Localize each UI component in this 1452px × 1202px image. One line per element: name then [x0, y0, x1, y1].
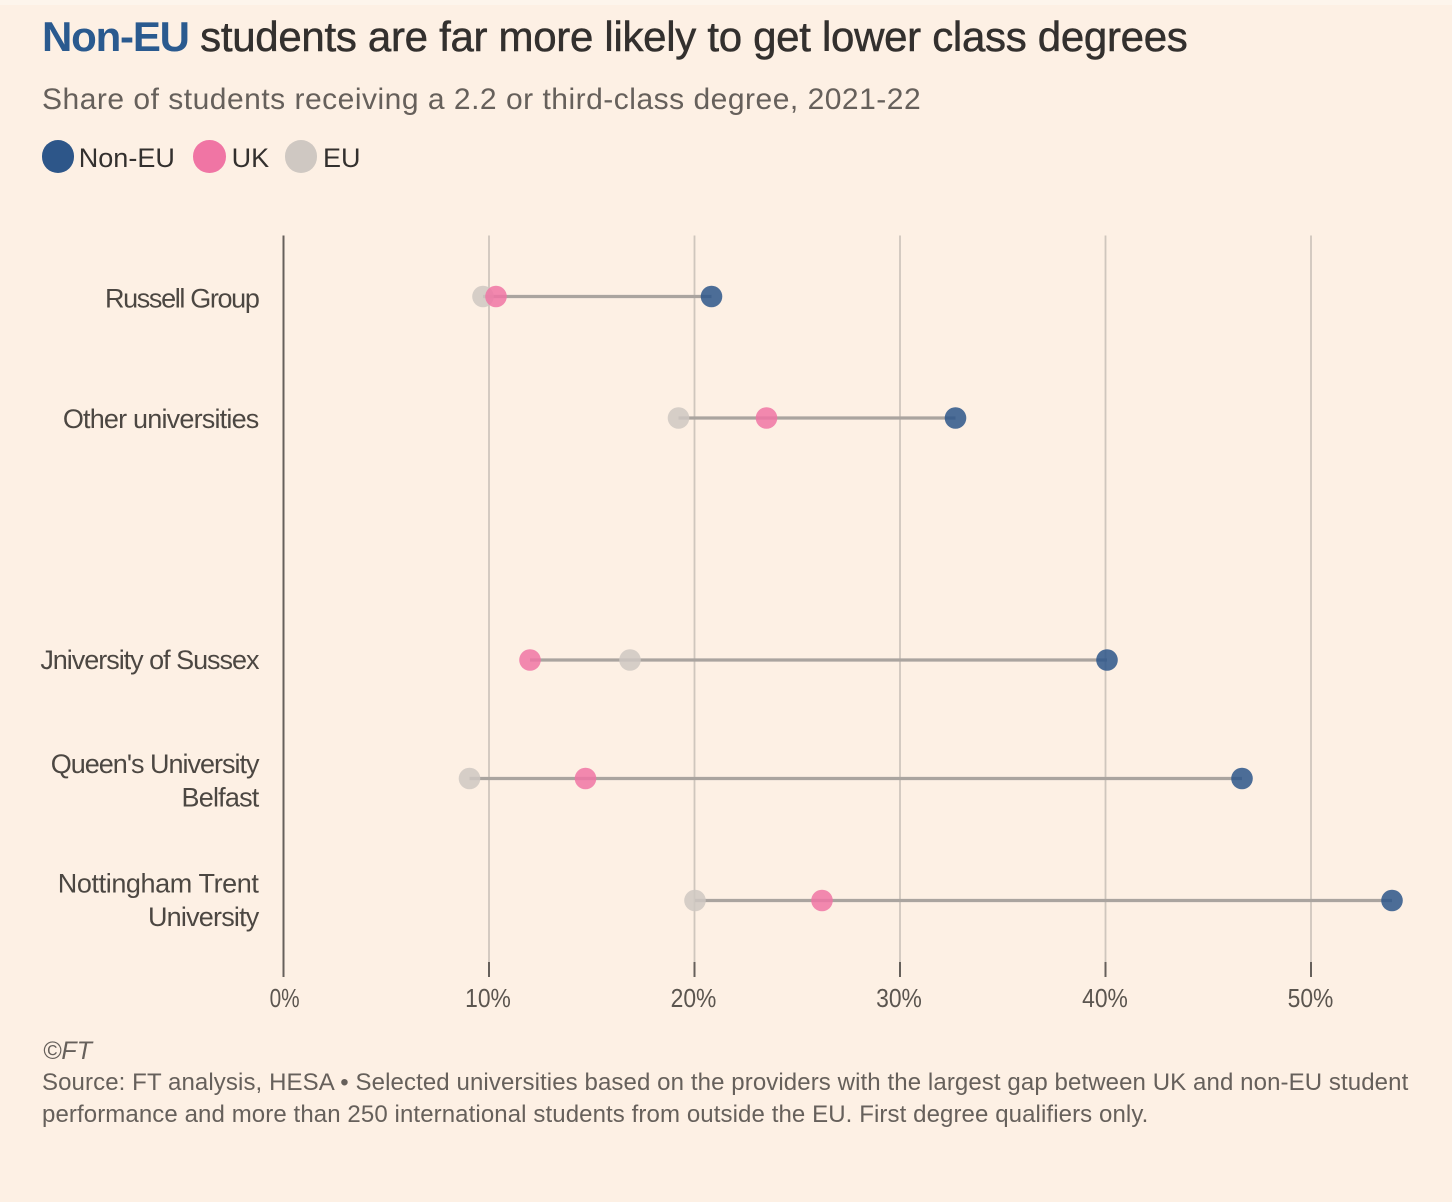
- svg-text:University: University: [148, 902, 260, 932]
- svg-text:30%: 30%: [876, 985, 922, 1014]
- svg-text:10%: 10%: [465, 985, 511, 1014]
- svg-text:Belfast: Belfast: [182, 783, 260, 813]
- svg-text:20%: 20%: [671, 985, 717, 1014]
- svg-text:Other universities: Other universities: [63, 404, 259, 434]
- svg-text:Russell Group: Russell Group: [105, 284, 259, 314]
- svg-text:Nottingham Trent: Nottingham Trent: [58, 869, 260, 899]
- svg-text:40%: 40%: [1082, 985, 1128, 1014]
- svg-text:50%: 50%: [1288, 985, 1334, 1014]
- svg-text:Queen's University: Queen's University: [51, 749, 260, 779]
- svg-text:Jniversity of Sussex: Jniversity of Sussex: [40, 645, 260, 675]
- svg-text:0%: 0%: [270, 984, 300, 1013]
